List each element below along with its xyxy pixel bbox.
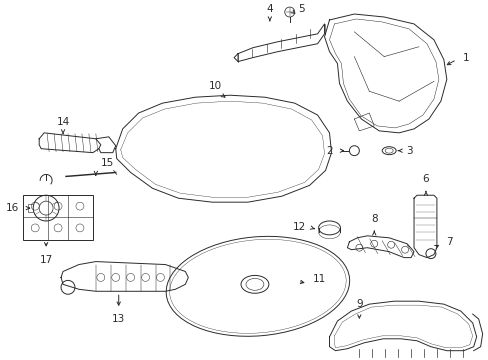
Text: 8: 8 — [370, 214, 377, 224]
Text: 2: 2 — [325, 146, 332, 156]
Text: 13: 13 — [112, 314, 125, 324]
Bar — [23, 195, 93, 240]
Text: 5: 5 — [297, 4, 304, 14]
Text: 1: 1 — [462, 53, 468, 63]
Text: 11: 11 — [312, 274, 325, 284]
Text: 14: 14 — [56, 117, 69, 127]
Text: 10: 10 — [208, 81, 221, 91]
Text: 17: 17 — [40, 255, 53, 265]
Text: 4: 4 — [266, 4, 273, 14]
Text: 12: 12 — [292, 222, 305, 232]
Text: 9: 9 — [355, 299, 362, 309]
Text: 7: 7 — [445, 237, 451, 247]
Text: 15: 15 — [101, 158, 114, 168]
Text: 3: 3 — [405, 146, 412, 156]
Text: 6: 6 — [422, 174, 428, 184]
Text: 16: 16 — [6, 203, 19, 213]
